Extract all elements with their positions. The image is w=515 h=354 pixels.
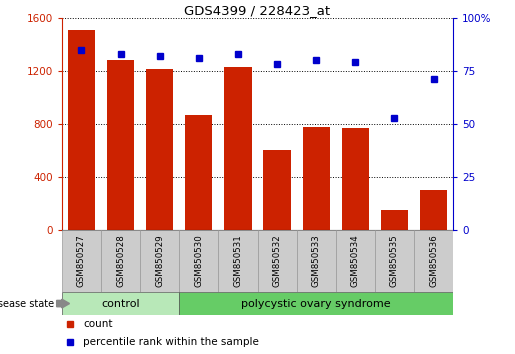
Bar [336,230,375,292]
Bar [107,60,134,230]
Text: GSM850535: GSM850535 [390,235,399,287]
Bar [179,230,218,292]
Bar [218,230,258,292]
Text: polycystic ovary syndrome: polycystic ovary syndrome [242,298,391,309]
Text: GSM850536: GSM850536 [429,235,438,287]
Bar [185,115,213,230]
Bar [224,67,252,230]
Bar [414,230,453,292]
Bar [302,127,330,230]
Text: GSM850527: GSM850527 [77,235,86,287]
Text: GSM850532: GSM850532 [272,235,282,287]
Text: GSM850528: GSM850528 [116,235,125,287]
Bar [341,128,369,230]
Bar [258,230,297,292]
Text: control: control [101,298,140,309]
Title: GDS4399 / 228423_at: GDS4399 / 228423_at [184,4,331,17]
Text: GSM850529: GSM850529 [155,235,164,287]
Text: disease state: disease state [0,298,54,309]
Bar [67,30,95,230]
Bar [62,292,179,315]
Bar [297,230,336,292]
Text: GSM850530: GSM850530 [194,235,203,287]
Bar [179,292,453,315]
Bar [101,230,140,292]
Text: count: count [83,319,113,329]
Bar [381,210,408,230]
Bar [375,230,414,292]
Bar [146,69,174,230]
Text: GSM850533: GSM850533 [312,235,321,287]
Text: GSM850534: GSM850534 [351,235,360,287]
Bar [263,150,291,230]
Bar [420,190,448,230]
Bar [62,230,101,292]
Text: percentile rank within the sample: percentile rank within the sample [83,337,259,347]
Text: GSM850531: GSM850531 [233,235,243,287]
Bar [140,230,179,292]
